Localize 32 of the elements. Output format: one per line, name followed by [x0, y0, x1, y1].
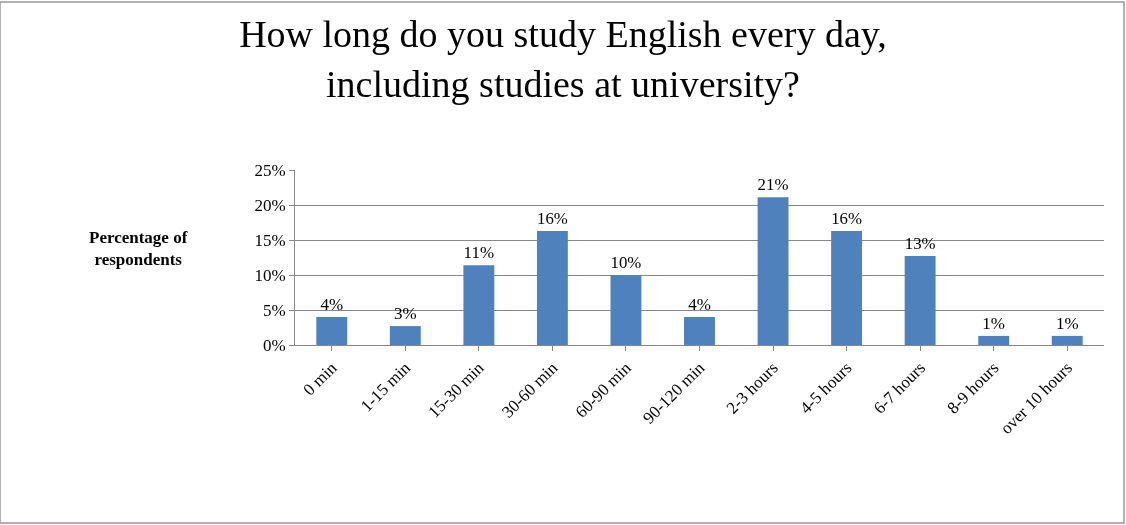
- y-tick-label: 25%: [254, 160, 286, 180]
- data-label: 10%: [610, 253, 642, 273]
- y-tick-label: 15%: [254, 230, 286, 250]
- data-label: 3%: [393, 304, 417, 324]
- data-label: 1%: [982, 313, 1006, 333]
- bar: [978, 335, 1010, 345]
- bar: [684, 317, 715, 345]
- y-axis-title: Percentage of respondents: [89, 228, 188, 270]
- bar: [610, 275, 642, 345]
- bar: [1051, 335, 1083, 345]
- bar: [757, 197, 789, 345]
- y-tick-label: 0%: [262, 335, 286, 355]
- data-label: 4%: [688, 295, 711, 314]
- bar: [904, 256, 936, 345]
- x-tick-label: 1-15 min: [356, 357, 415, 416]
- data-label: 13%: [904, 234, 936, 254]
- bar: [536, 230, 568, 345]
- data-label: 21%: [757, 175, 789, 195]
- y-tick-label: 5%: [262, 300, 286, 320]
- data-label: 4%: [320, 295, 344, 314]
- bar: [389, 326, 421, 345]
- chart-title: How long do you study English every day, including studies at university?: [239, 13, 887, 105]
- data-label: 11%: [463, 243, 495, 263]
- data-label: 16%: [536, 208, 568, 228]
- y-tick-label: 10%: [254, 265, 286, 285]
- bar: [316, 317, 348, 345]
- x-tick-label: 0 min: [299, 357, 341, 400]
- bar: [463, 265, 495, 345]
- y-tick-label: 20%: [254, 195, 286, 215]
- data-label: 16%: [831, 208, 863, 228]
- data-label: 1%: [1055, 313, 1079, 333]
- bar: [831, 230, 863, 345]
